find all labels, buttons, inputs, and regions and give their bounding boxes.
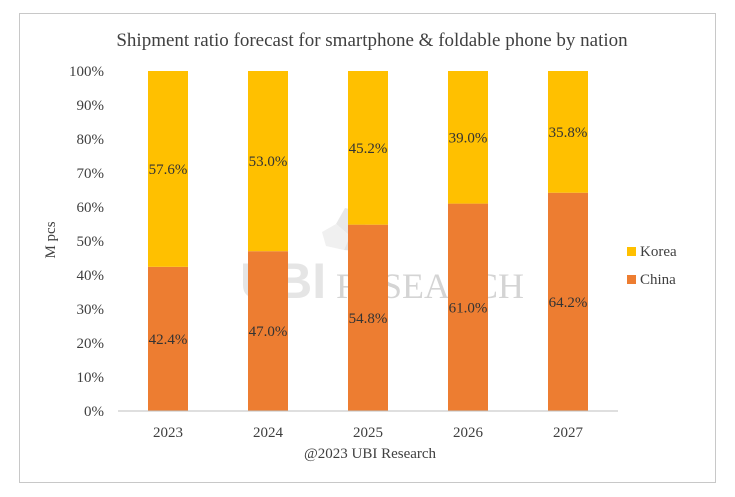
x-tick-label: 2026	[453, 425, 484, 441]
bar-korea-2023	[148, 71, 188, 267]
y-tick-label: 90%	[77, 98, 105, 114]
y-tick-label: 60%	[77, 200, 105, 216]
legend-swatch-china	[627, 275, 636, 284]
y-tick-label: 40%	[77, 268, 105, 284]
data-label-china-2023: 42.4%	[149, 332, 188, 348]
bar-china-2027	[548, 192, 588, 411]
data-label-china-2025: 54.8%	[349, 311, 388, 327]
data-label-china-2024: 47.0%	[249, 324, 288, 340]
bar-china-2026	[448, 203, 488, 411]
bar-korea-2024	[248, 71, 288, 252]
y-tick-label: 80%	[77, 132, 105, 148]
data-label-korea-2023: 57.6%	[149, 162, 188, 178]
y-tick-label: 100%	[69, 64, 104, 80]
y-tick-label: 70%	[77, 166, 105, 182]
legend-swatch-korea	[627, 247, 636, 256]
legend-label-china: China	[640, 272, 676, 288]
chart-title: Shipment ratio forecast for smartphone &…	[116, 30, 628, 51]
data-label-china-2027: 64.2%	[549, 295, 588, 311]
legend: Korea China	[627, 244, 677, 288]
data-label-china-2026: 61.0%	[449, 300, 488, 316]
bar-china-2025	[348, 224, 388, 411]
data-label-korea-2027: 35.8%	[549, 125, 588, 141]
x-tick-label: 2024	[253, 425, 284, 441]
x-tick-label: 2027	[553, 425, 584, 441]
y-tick-label: 50%	[77, 234, 105, 250]
y-axis-title: M pcs	[43, 221, 59, 258]
data-labels: 42.4% 57.6% 47.0% 53.0% 54.8% 45.2% 61.0% 39.0%…	[149, 125, 588, 348]
x-axis-title: @2023 UBI Research	[304, 446, 437, 462]
bar-korea-2026	[448, 71, 488, 204]
bars	[148, 71, 588, 411]
bar-china-2024	[248, 251, 288, 411]
y-tick-label: 0%	[84, 404, 104, 420]
bar-korea-2025	[348, 71, 388, 225]
y-tick-label: 30%	[77, 302, 105, 318]
bar-korea-2027	[548, 71, 588, 193]
bar-china-2023	[148, 266, 188, 411]
x-tick-label: 2023	[153, 425, 183, 441]
data-label-korea-2026: 39.0%	[449, 130, 488, 146]
x-axis-ticks: 2023 2024 2025 2026 2027	[153, 425, 584, 441]
y-axis-ticks: 0% 10% 20% 30% 40% 50% 60% 70% 80% 90% 100%	[69, 64, 104, 420]
y-tick-label: 10%	[77, 370, 105, 386]
x-tick-label: 2025	[353, 425, 383, 441]
legend-label-korea: Korea	[640, 244, 677, 260]
data-label-korea-2025: 45.2%	[349, 141, 388, 157]
data-label-korea-2024: 53.0%	[249, 154, 288, 170]
y-tick-label: 20%	[77, 336, 105, 352]
